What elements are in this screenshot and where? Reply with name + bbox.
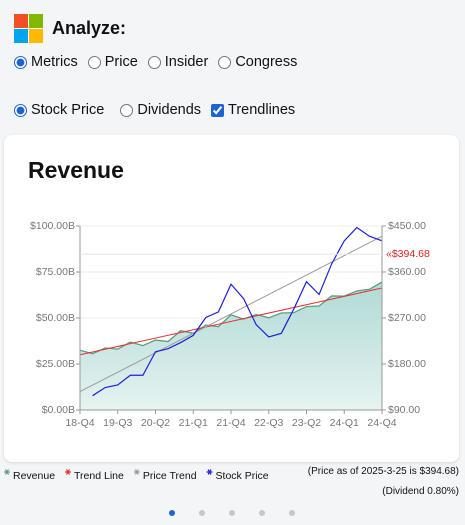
view-options: Stock Price Dividends Trendlines xyxy=(12,102,303,118)
option-label: Congress xyxy=(235,54,298,70)
y-tick-label: $0.00B xyxy=(42,404,75,416)
y-tick-label: $50.00B xyxy=(36,312,75,324)
x-tick-label: 24-Q4 xyxy=(367,417,396,429)
legend-marker xyxy=(4,469,10,475)
x-tick-label: 18-Q4 xyxy=(65,417,94,429)
radio[interactable] xyxy=(14,103,27,117)
trend-line xyxy=(79,287,383,356)
y-tick-label: $25.00B xyxy=(36,358,75,370)
option[interactable]: Congress xyxy=(216,54,297,70)
radio[interactable] xyxy=(87,55,101,69)
radio[interactable] xyxy=(218,55,232,69)
y-tick-label: $75.00B xyxy=(36,266,75,278)
y2-tick-label: $90.00 xyxy=(388,404,420,416)
checkbox[interactable] xyxy=(211,103,225,117)
y2-tick-label: $180.00 xyxy=(388,358,426,370)
option[interactable]: Insider xyxy=(146,54,209,70)
option-label: Dividends xyxy=(137,102,202,118)
y2-tick-label: $270.00 xyxy=(388,312,426,324)
price-note: (Price as of 2025-3-25 is $394.68) xyxy=(307,466,459,477)
y2-tick-label: $360.00 xyxy=(388,266,426,278)
legend-label: Revenue xyxy=(13,470,55,482)
option[interactable]: Dividends xyxy=(118,102,201,118)
revenue-line xyxy=(79,281,383,355)
option[interactable]: Price xyxy=(86,54,138,70)
y-tick-label: $100.00B xyxy=(30,220,75,232)
radio[interactable] xyxy=(120,103,134,117)
legend-label: Trend Line xyxy=(74,470,124,482)
dividend-note: (Dividend 0.80%) xyxy=(382,486,459,497)
legend-label: Price Trend xyxy=(143,470,197,482)
option-label: Metrics xyxy=(31,54,78,70)
y2-tick-label: $450.00 xyxy=(388,220,426,232)
logo xyxy=(14,14,43,43)
price-marker-label: «$394.68 xyxy=(386,248,430,260)
option-label: Insider xyxy=(164,54,209,70)
option-label: Trendlines xyxy=(228,102,296,118)
option[interactable]: Trendlines xyxy=(209,102,295,118)
legend-marker xyxy=(66,469,71,475)
x-tick-label: 19-Q3 xyxy=(103,417,132,429)
option-label: Price xyxy=(104,54,138,70)
pager-dot xyxy=(259,510,265,516)
x-tick-label: 20-Q2 xyxy=(141,417,170,429)
legend-marker xyxy=(134,469,139,475)
mode-options: Metrics Price Insider Congress xyxy=(12,54,305,70)
pager-dot xyxy=(289,510,295,516)
stock-price-line xyxy=(92,226,383,397)
radio[interactable] xyxy=(147,55,161,69)
x-tick-label: 22-Q3 xyxy=(254,417,283,429)
header-title: Analyze: xyxy=(52,18,127,38)
option[interactable]: Stock Price xyxy=(12,102,104,118)
trend-line xyxy=(79,235,383,393)
revenue-area xyxy=(80,281,382,410)
radio[interactable] xyxy=(14,55,27,69)
x-tick-label: 23-Q2 xyxy=(292,417,321,429)
x-tick-label: 21-Q1 xyxy=(179,417,208,429)
pager-dot xyxy=(229,510,235,516)
option[interactable]: Metrics xyxy=(12,54,78,70)
pager-dot xyxy=(199,510,205,516)
x-tick-label: 21-Q4 xyxy=(216,417,245,429)
legend-marker xyxy=(207,469,212,475)
x-tick-label: 24-Q1 xyxy=(330,417,359,429)
pager-dot xyxy=(169,510,175,516)
legend-label: Stock Price xyxy=(216,470,269,482)
chart-title: Revenue xyxy=(28,157,124,183)
option-label: Stock Price xyxy=(31,102,105,118)
